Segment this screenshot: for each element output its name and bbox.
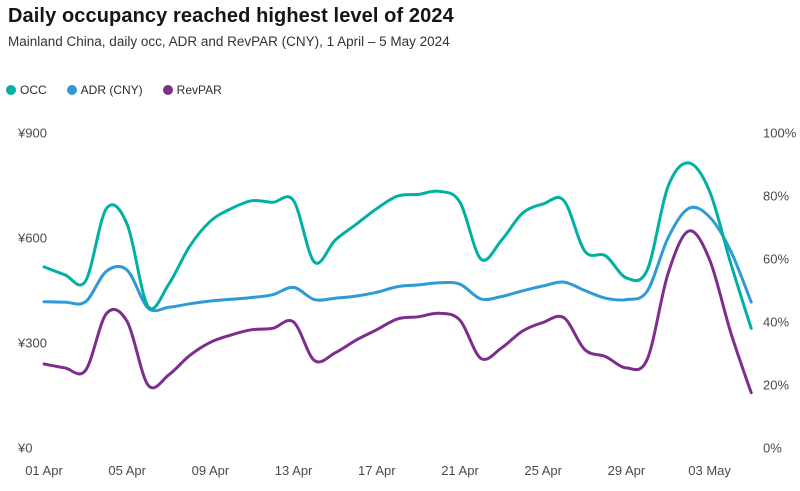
right-axis-tick: 0% [763, 441, 782, 456]
left-axis-tick: ¥600 [17, 231, 47, 246]
page-title: Daily occupancy reached highest level of… [8, 5, 454, 27]
right-axis-tick: 80% [763, 189, 789, 204]
adr-cny-line [42, 205, 753, 313]
legend-label-revpar: RevPAR [176, 83, 222, 97]
x-axis-tick: 21 Apr [441, 463, 479, 478]
occ-legend-dot-icon [6, 85, 16, 95]
chart-subtitle: Mainland China, daily occ, ADR and RevPA… [8, 34, 450, 49]
right-axis-tick: 100% [763, 126, 797, 141]
x-axis-tick: 01 Apr [25, 463, 63, 478]
occ-line [42, 161, 753, 330]
legend-label-occ: OCC [20, 83, 47, 97]
x-axis-tick: 03 May [688, 463, 731, 478]
x-axis-tick: 25 Apr [524, 463, 562, 478]
x-axis-tick: 29 Apr [608, 463, 646, 478]
legend-label-adr: ADR (CNY) [80, 83, 143, 97]
x-axis-tick: 17 Apr [358, 463, 396, 478]
legend: OCC ADR (CNY) RevPAR [6, 83, 242, 97]
revpar-line [42, 229, 753, 395]
adr-legend-dot-icon [66, 85, 77, 95]
legend-item-revpar: RevPAR [162, 83, 222, 97]
x-axis-tick: 09 Apr [192, 463, 230, 478]
left-axis-tick: ¥0 [17, 441, 32, 456]
legend-item-adr: ADR (CNY) [66, 83, 143, 97]
right-axis-tick: 20% [763, 378, 789, 393]
legend-item-occ: OCC [6, 83, 47, 97]
left-axis-tick: ¥900 [17, 126, 47, 141]
x-axis-tick: 13 Apr [275, 463, 313, 478]
right-axis-tick: 60% [763, 252, 789, 267]
left-axis-tick: ¥300 [17, 336, 47, 351]
right-axis-tick: 40% [763, 315, 789, 330]
revpar-legend-dot-icon [162, 85, 173, 95]
x-axis-tick: 05 Apr [108, 463, 146, 478]
